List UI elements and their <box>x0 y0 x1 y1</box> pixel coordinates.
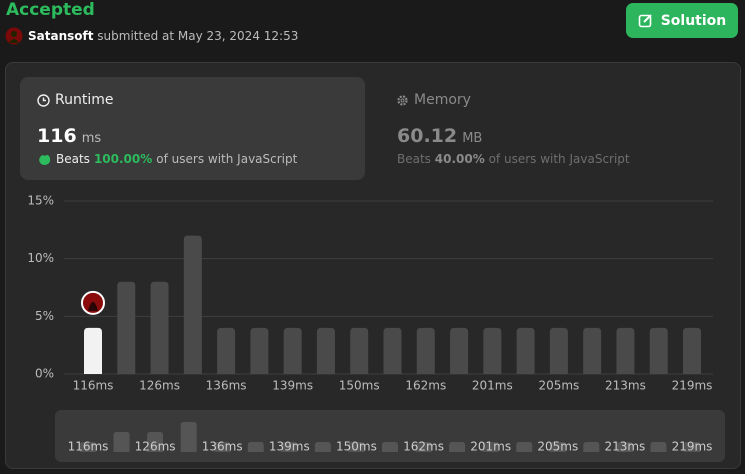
mini-bar <box>147 432 164 452</box>
clap-icon <box>39 154 51 165</box>
memory-unit: MB <box>462 131 483 146</box>
submission-info: Satansoft submitted at May 23, 2024 12:5… <box>28 29 298 43</box>
beats-percent: 100.00% <box>93 152 153 166</box>
runtime-title: Runtime <box>37 92 113 108</box>
bar <box>649 327 668 374</box>
beats-suffix: of users with JavaScript <box>488 152 630 166</box>
y-tick-label: 5% <box>35 309 54 323</box>
x-tick-label: 136ms <box>206 379 247 393</box>
mini-bar <box>348 442 365 452</box>
runtime-value-row: 116 ms <box>37 125 101 147</box>
mini-bar <box>516 442 533 452</box>
x-tick-label: 139ms <box>272 379 313 393</box>
mini-bar <box>449 442 466 452</box>
memory-beats: Beats 40.00% of users with JavaScript <box>397 152 630 166</box>
bar <box>350 327 369 374</box>
bar <box>549 327 568 374</box>
memory-value: 60.12 <box>397 125 458 147</box>
memory-label: Memory <box>414 92 471 108</box>
x-tick-label: 116ms <box>73 379 114 393</box>
range-brush[interactable] <box>55 410 725 462</box>
mini-bar <box>314 442 331 452</box>
mini-bar <box>180 422 197 452</box>
runtime-label: Runtime <box>55 92 114 108</box>
bar <box>383 327 402 374</box>
clock-icon <box>37 93 50 107</box>
x-tick-label: 213ms <box>605 379 646 393</box>
beats-label: Beats <box>397 152 431 166</box>
mini-x-label: 162ms <box>403 440 444 454</box>
x-tick-label: 201ms <box>472 379 513 393</box>
mini-x-label: 136ms <box>202 440 243 454</box>
x-tick-label: 205ms <box>538 379 579 393</box>
bar <box>416 327 435 374</box>
submitted-time: submitted at May 23, 2024 12:53 <box>97 29 299 43</box>
bar <box>150 281 169 374</box>
username[interactable]: Satansoft <box>28 29 94 43</box>
bar <box>250 327 269 374</box>
runtime-value: 116 <box>37 125 77 147</box>
bar <box>217 327 236 374</box>
mini-bar <box>247 442 264 452</box>
runtime-card[interactable] <box>20 77 365 180</box>
bar <box>683 327 701 374</box>
bar <box>583 327 602 374</box>
y-tick-label: 0% <box>35 367 54 381</box>
mini-bar <box>650 442 667 452</box>
bar <box>84 327 102 374</box>
beats-percent: 40.00% <box>434 152 485 166</box>
mini-x-label: 126ms <box>135 440 176 454</box>
mini-x-label: 205ms <box>537 440 578 454</box>
mini-bar <box>583 442 600 452</box>
memory-title[interactable]: Memory <box>396 92 471 108</box>
user-marker <box>81 290 105 315</box>
bar <box>450 327 469 374</box>
bar <box>516 327 535 374</box>
x-tick-label: 150ms <box>339 379 380 393</box>
mini-bar <box>616 442 633 452</box>
avatar[interactable] <box>5 27 23 45</box>
x-tick-label: 162ms <box>405 379 446 393</box>
mini-x-label: 201ms <box>470 440 511 454</box>
button-label: Solution <box>660 12 727 29</box>
mini-bar <box>482 442 499 452</box>
x-tick-label: 126ms <box>139 379 180 393</box>
y-tick-label: 15% <box>27 194 54 208</box>
mini-x-label: 150ms <box>336 440 377 454</box>
beats-suffix: of users with JavaScript <box>156 152 298 166</box>
mini-bar <box>281 442 298 452</box>
mini-x-label: 213ms <box>604 440 645 454</box>
memory-value-row: 60.12 MB <box>397 125 482 147</box>
y-tick-label: 10% <box>27 251 54 265</box>
x-tick-label: 219ms <box>672 379 713 393</box>
bar <box>483 327 502 374</box>
edit-icon <box>638 14 652 28</box>
mini-bar <box>382 442 398 452</box>
mini-x-label: 116ms <box>68 440 109 454</box>
mini-bar <box>549 442 566 452</box>
mini-bar <box>415 442 432 452</box>
mini-bar <box>80 442 96 452</box>
solution-button[interactable]: Solution <box>626 3 738 38</box>
runtime-beats: Beats 100.00% of users with JavaScript <box>37 152 297 166</box>
runtime-unit: ms <box>81 131 102 146</box>
bar <box>117 281 136 374</box>
mini-bar <box>684 442 700 452</box>
mini-x-label: 219ms <box>672 440 713 454</box>
gear-icon <box>397 94 408 106</box>
mini-bar <box>113 432 130 452</box>
status: Accepted <box>6 0 95 20</box>
beats-label: Beats <box>56 152 90 166</box>
bar <box>316 327 335 374</box>
bar <box>183 235 202 374</box>
bar <box>616 327 635 374</box>
mini-x-label: 139ms <box>269 440 310 454</box>
bar <box>283 327 302 374</box>
mini-bar <box>214 442 231 452</box>
